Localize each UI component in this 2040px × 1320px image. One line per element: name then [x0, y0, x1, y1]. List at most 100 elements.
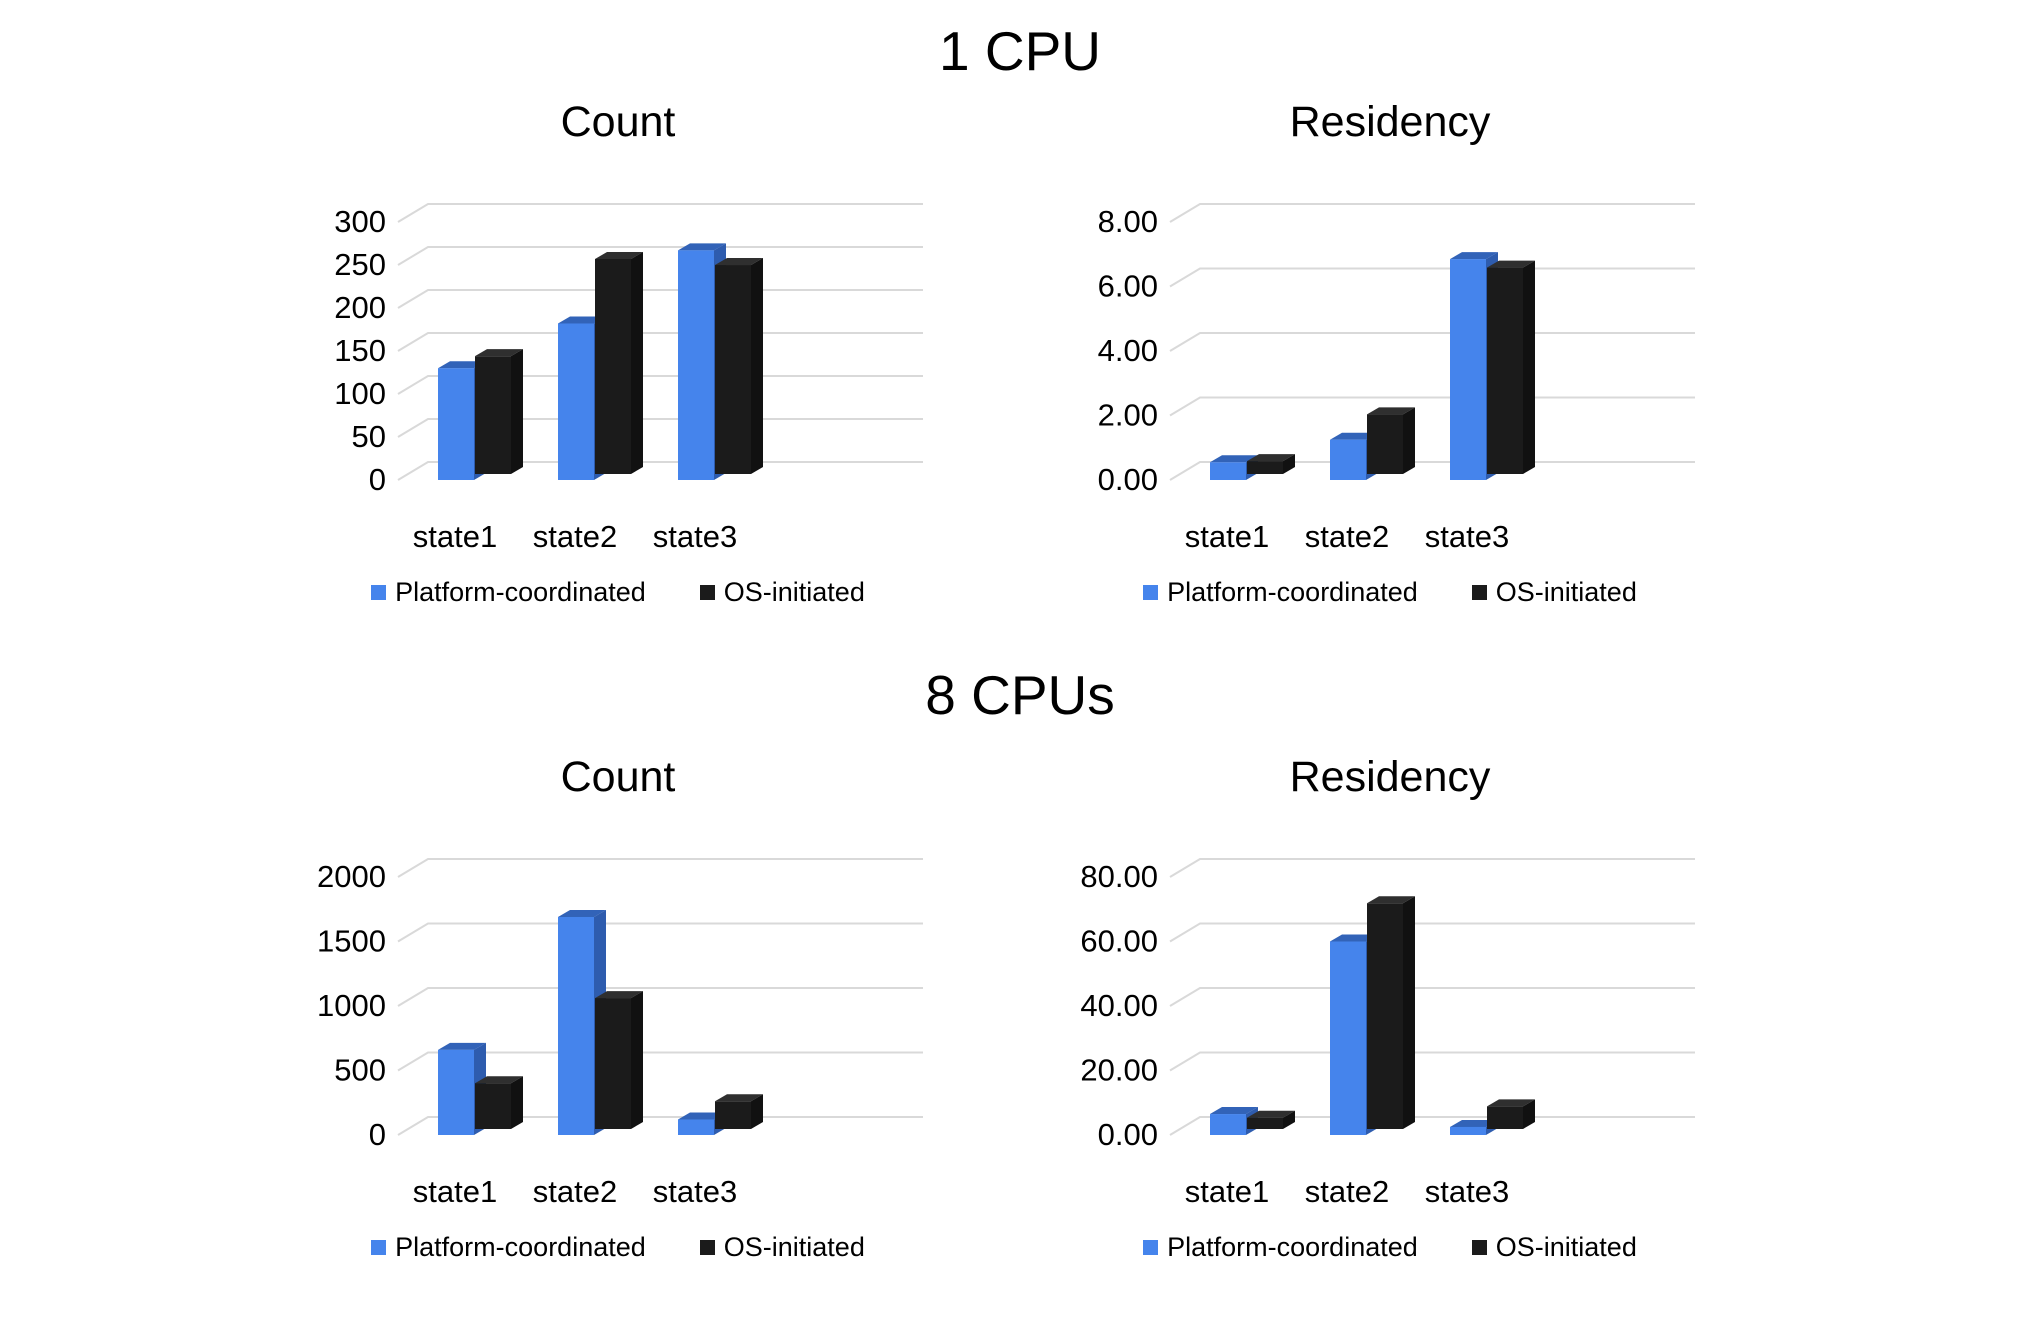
gridline	[1169, 858, 1695, 878]
legend: Platform-coordinated OS-initiated	[298, 1231, 938, 1263]
legend-item-platform-coordinated: Platform-coordinated	[1143, 576, 1418, 608]
plot-area-1cpu-residency: 0.00 2.00 4.00 6.00 8.00 state1 state2 state3	[1098, 203, 1695, 554]
chart-title-residency: Residency	[1289, 753, 1491, 801]
x-axis-category-label: state2	[1305, 519, 1389, 554]
bar-os-initiated-state2	[595, 252, 643, 474]
chart-8cpus-count: Count 0 500 1000 1500 2000 state1 state2 state3…	[298, 750, 938, 1263]
legend: Platform-coordinated OS-initiated	[1070, 576, 1710, 608]
x-axis-category-label: state2	[533, 1174, 617, 1209]
x-axis-category-label: state1	[1185, 519, 1269, 554]
bar-os-initiated-state3	[1487, 260, 1535, 474]
legend-label-platform-coordinated: Platform-coordinated	[395, 1232, 646, 1262]
x-axis-category-label: state1	[413, 1174, 497, 1209]
legend-swatch-platform-coordinated	[371, 584, 387, 600]
bar-os-initiated-state1	[475, 1076, 523, 1129]
gridline	[397, 922, 923, 943]
x-axis-category-label: state1	[413, 519, 497, 554]
bar-os-initiated-state2	[595, 991, 643, 1129]
gridline	[397, 858, 923, 878]
y-axis-tick-label: 20.00	[1080, 1053, 1158, 1088]
bar-os-initiated-state1	[1247, 454, 1295, 474]
gridline	[1169, 332, 1695, 352]
gridline	[1169, 396, 1695, 417]
y-axis-tick-label: 60.00	[1080, 924, 1158, 959]
y-axis-tick-label: 0.00	[1098, 1117, 1158, 1152]
gridline	[397, 987, 923, 1007]
x-axis-category-label: state3	[1425, 1174, 1509, 1209]
legend-item-platform-coordinated: Platform-coordinated	[1143, 1231, 1418, 1263]
y-axis-tick-label: 80.00	[1080, 859, 1158, 894]
y-axis-tick-label: 40.00	[1080, 988, 1158, 1023]
y-axis-tick-label: 300	[334, 204, 386, 239]
chart-1cpu-residency: Residency 0.00 2.00 4.00 6.00 8.00 state1 stat…	[1070, 95, 1710, 608]
x-axis-category-label: state2	[533, 519, 617, 554]
y-axis-tick-label: 4.00	[1098, 333, 1158, 368]
y-axis-tick-label: 200	[334, 290, 386, 325]
section-title-1-cpu: 1 CPU	[939, 20, 1101, 82]
legend-label-os-initiated: OS-initiated	[1495, 1232, 1637, 1262]
legend-item-os-initiated: OS-initiated	[699, 576, 865, 608]
bar-os-initiated-state1	[1247, 1110, 1295, 1129]
legend-label-platform-coordinated: Platform-coordinated	[1167, 577, 1418, 607]
y-axis-tick-label: 8.00	[1098, 204, 1158, 239]
plot-area-8cpus-residency: 0.00 20.00 40.00 60.00 80.00 state1 state2 stat…	[1080, 858, 1695, 1209]
legend-swatch-platform-coordinated	[371, 1239, 387, 1255]
section-title-8-cpus: 8 CPUs	[925, 664, 1115, 726]
legend-swatch-platform-coordinated	[1143, 584, 1159, 600]
gridline	[1169, 987, 1695, 1007]
legend-swatch-platform-coordinated	[1143, 1239, 1159, 1255]
legend: Platform-coordinated OS-initiated	[1070, 1231, 1710, 1263]
legend-swatch-os-initiated	[1471, 1239, 1487, 1255]
chart-title-residency: Residency	[1289, 98, 1491, 146]
y-axis-tick-label: 150	[334, 333, 386, 368]
gridline	[397, 203, 923, 223]
gridline	[397, 246, 923, 266]
gridline	[397, 332, 923, 352]
x-axis-category-label: state3	[653, 1174, 737, 1209]
bar-os-initiated-state3	[1487, 1099, 1535, 1129]
y-axis-tick-label: 1000	[317, 988, 386, 1023]
legend-item-os-initiated: OS-initiated	[699, 1231, 865, 1263]
gridline	[397, 289, 923, 309]
legend-label-platform-coordinated: Platform-coordinated	[395, 577, 646, 607]
y-axis-tick-label: 100	[334, 376, 386, 411]
bar-os-initiated-state2	[1367, 896, 1415, 1129]
legend-swatch-os-initiated	[1471, 584, 1487, 600]
legend-swatch-os-initiated	[699, 584, 715, 600]
gridline	[397, 1051, 923, 1072]
y-axis-tick-label: 250	[334, 247, 386, 282]
x-axis-category-label: state3	[1425, 519, 1509, 554]
bar-os-initiated-state3	[715, 258, 763, 474]
bar-os-initiated-state2	[1367, 407, 1415, 474]
chart-8cpus-residency: Residency 0.00 20.00 40.00 60.00 80.00 state1…	[1070, 750, 1710, 1263]
legend-item-os-initiated: OS-initiated	[1471, 1231, 1637, 1263]
plot-area-1cpu-count: 0 50 100 150 200 250 300 state1 state2 state3	[334, 203, 923, 554]
legend-swatch-os-initiated	[699, 1239, 715, 1255]
legend-item-os-initiated: OS-initiated	[1471, 576, 1637, 608]
chart-title-count: Count	[560, 753, 676, 801]
gridline	[1169, 922, 1695, 943]
y-axis-tick-label: 2.00	[1098, 398, 1158, 433]
legend-label-platform-coordinated: Platform-coordinated	[1167, 1232, 1418, 1262]
y-axis-tick-label: 500	[334, 1053, 386, 1088]
x-axis-category-label: state1	[1185, 1174, 1269, 1209]
plot-area-8cpus-count: 0 500 1000 1500 2000 state1 state2 state3	[317, 858, 923, 1209]
y-axis-tick-label: 1500	[317, 924, 386, 959]
y-axis-tick-label: 50	[352, 419, 386, 454]
legend-item-platform-coordinated: Platform-coordinated	[371, 576, 646, 608]
y-axis-tick-label: 0	[369, 462, 386, 497]
y-axis-tick-label: 0	[369, 1117, 386, 1152]
x-axis-category-label: state3	[653, 519, 737, 554]
y-axis-tick-label: 6.00	[1098, 269, 1158, 304]
chart-1cpu-count: Count 0 50 100 150 200 250 300 state1 state2 stat…	[298, 95, 938, 608]
legend-item-platform-coordinated: Platform-coordinated	[371, 1231, 646, 1263]
legend-label-os-initiated: OS-initiated	[723, 1232, 865, 1262]
x-axis-category-label: state2	[1305, 1174, 1389, 1209]
y-axis-tick-label: 2000	[317, 859, 386, 894]
gridline	[1169, 203, 1695, 223]
legend-label-os-initiated: OS-initiated	[1495, 577, 1637, 607]
gridline	[1169, 267, 1695, 288]
legend: Platform-coordinated OS-initiated	[298, 576, 938, 608]
legend-label-os-initiated: OS-initiated	[723, 577, 865, 607]
chart-title-count: Count	[560, 98, 676, 146]
